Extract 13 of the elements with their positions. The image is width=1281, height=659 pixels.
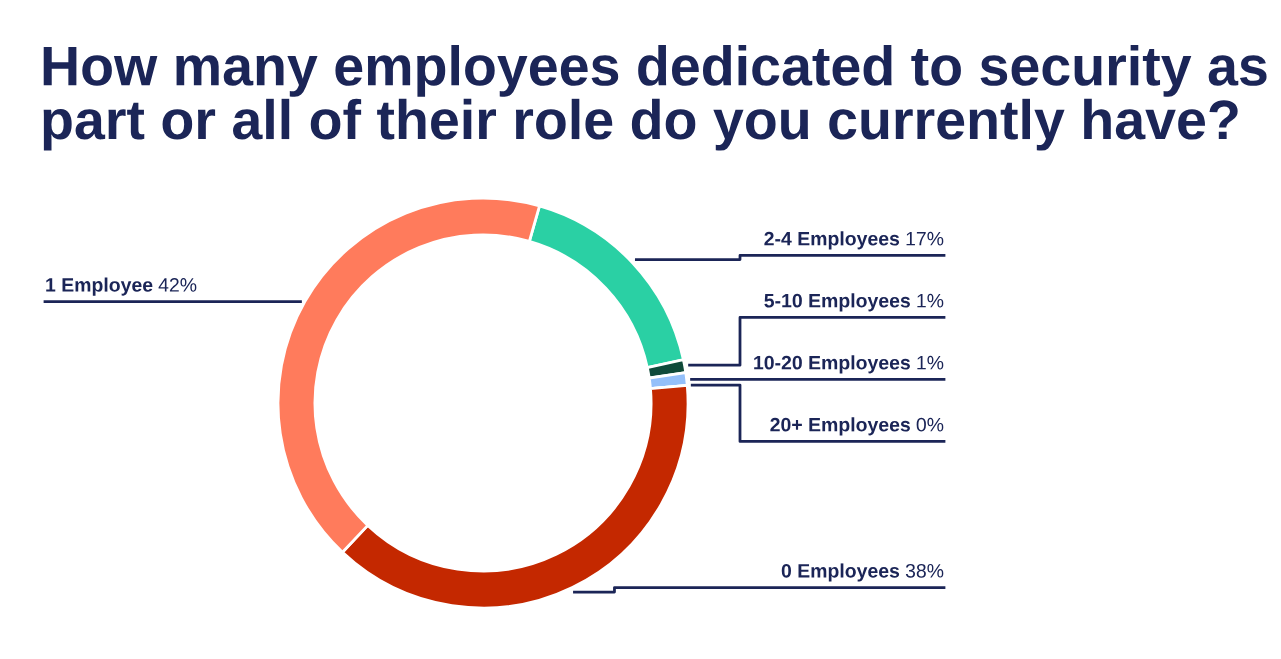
slice-label: 1 Employee: [46, 277, 153, 296]
text: 0%: [916, 417, 944, 432]
data-label: 17%: [906, 231, 944, 246]
data-label: 38%: [905, 563, 944, 578]
data-label: 1%: [917, 355, 944, 370]
data-label: 1%: [917, 293, 944, 308]
slice-label: 0 Employees: [781, 563, 900, 582]
slice-label: 5-10 Employees: [764, 293, 910, 312]
chart-title: How many employees dedicated to security as part or all of their role do you currently have?: [43, 45, 1267, 151]
slice-label: 10-20 Employees: [754, 355, 910, 374]
data-label: 42%: [158, 278, 197, 292]
slice-label: 2-4 Employees: [764, 231, 900, 250]
category-label: 20+ Employees: [770, 417, 910, 436]
